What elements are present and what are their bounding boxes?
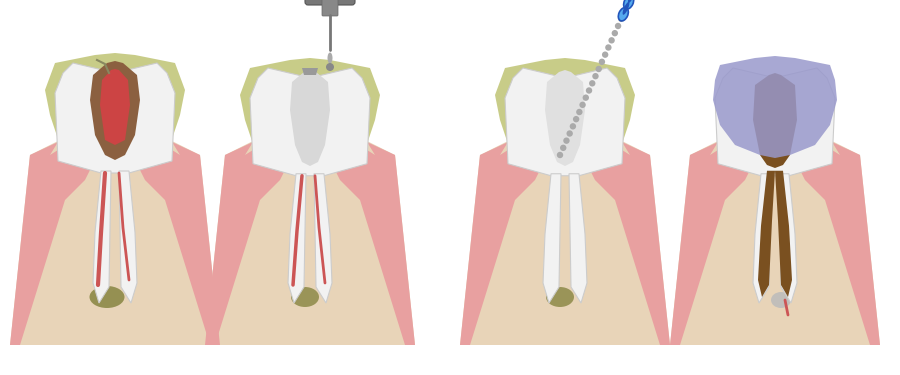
Circle shape [582,94,589,101]
Polygon shape [545,70,585,166]
Circle shape [592,73,598,80]
Ellipse shape [618,8,628,21]
Circle shape [618,16,625,22]
Circle shape [573,116,580,122]
Polygon shape [130,130,220,345]
Circle shape [580,102,586,108]
Polygon shape [495,58,635,150]
Polygon shape [569,174,587,303]
Circle shape [560,145,566,151]
Polygon shape [779,174,797,303]
Circle shape [605,44,612,51]
Polygon shape [45,53,185,145]
Polygon shape [240,58,380,150]
Polygon shape [288,174,306,303]
Polygon shape [670,130,760,345]
Circle shape [570,123,576,129]
Polygon shape [290,70,330,166]
Ellipse shape [328,53,332,63]
Polygon shape [90,118,140,150]
Polygon shape [90,61,140,160]
Circle shape [615,23,621,29]
Polygon shape [10,140,220,345]
Polygon shape [580,130,670,345]
FancyBboxPatch shape [305,0,355,5]
Ellipse shape [623,2,629,15]
Circle shape [576,109,582,115]
Polygon shape [540,118,590,150]
Circle shape [598,58,605,65]
Circle shape [612,30,618,36]
Polygon shape [119,171,137,303]
Polygon shape [460,130,550,345]
Polygon shape [314,174,332,303]
Polygon shape [715,68,835,176]
Polygon shape [505,68,625,176]
Circle shape [589,80,596,87]
Ellipse shape [89,286,124,308]
Polygon shape [10,130,100,345]
Polygon shape [758,171,775,297]
Circle shape [596,66,602,72]
Polygon shape [753,73,797,168]
Ellipse shape [628,0,634,3]
Circle shape [566,130,573,137]
Polygon shape [93,171,111,303]
Polygon shape [285,118,335,150]
Ellipse shape [291,287,319,307]
Circle shape [563,138,570,144]
Ellipse shape [546,287,574,307]
Polygon shape [55,63,175,173]
Circle shape [586,87,592,94]
Polygon shape [670,140,880,345]
Polygon shape [205,130,295,345]
Circle shape [557,152,563,158]
Ellipse shape [771,292,791,308]
FancyBboxPatch shape [322,0,338,16]
Polygon shape [460,140,670,345]
Polygon shape [325,130,415,345]
Circle shape [602,51,608,58]
Polygon shape [750,118,800,150]
Circle shape [608,37,615,44]
Circle shape [326,63,334,71]
Polygon shape [100,69,130,145]
Polygon shape [205,140,415,345]
Polygon shape [543,174,561,303]
Ellipse shape [624,0,634,9]
Polygon shape [713,56,837,158]
Polygon shape [790,130,880,345]
Polygon shape [250,68,370,176]
Polygon shape [302,68,318,75]
Polygon shape [753,174,771,303]
Polygon shape [775,171,792,297]
